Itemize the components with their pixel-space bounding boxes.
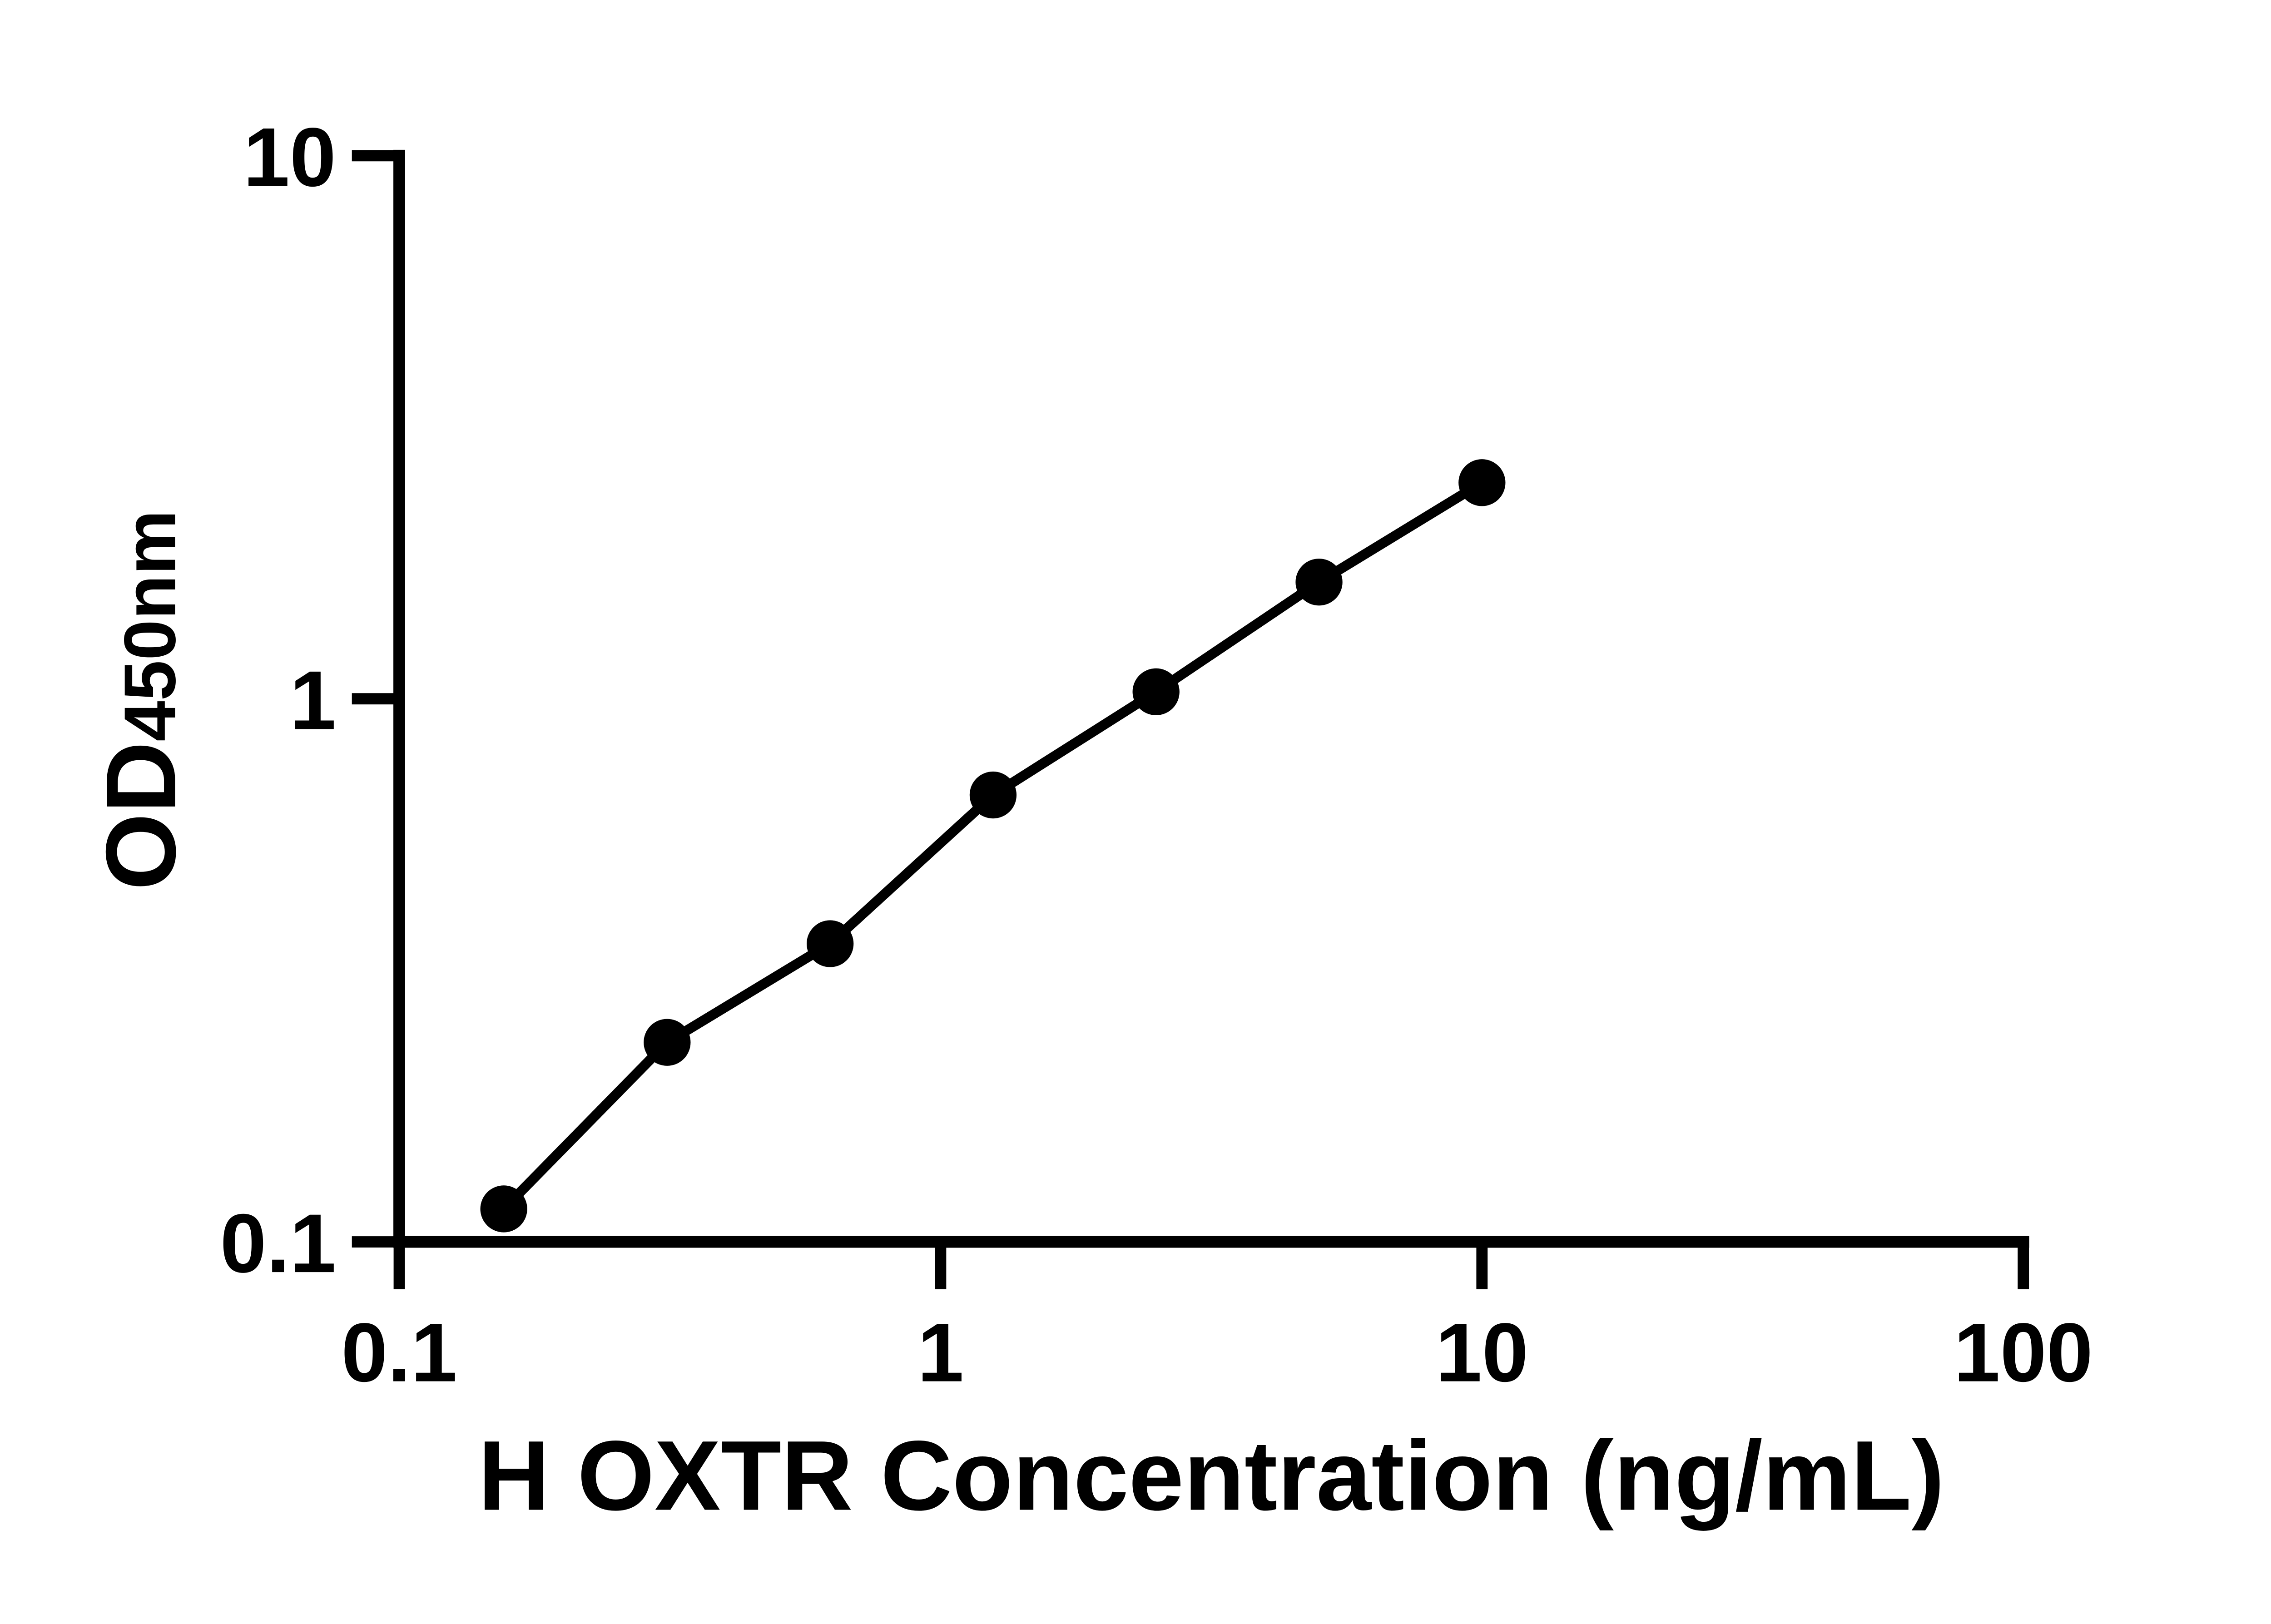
x-tick-label: 1 — [917, 1306, 964, 1399]
y-axis-title: OD450nm — [85, 510, 196, 891]
y-tick-label: 0.1 — [220, 1197, 336, 1290]
data-point — [1132, 668, 1180, 715]
y-axis-title-main: OD — [85, 742, 196, 891]
data-point — [1458, 459, 1506, 506]
data-point — [480, 1185, 527, 1233]
x-tick-label: 100 — [1954, 1306, 2093, 1399]
data-point — [1295, 559, 1343, 606]
y-tick-label: 10 — [243, 110, 336, 203]
data-point — [807, 920, 854, 967]
x-axis-title: H OXTR Concentration (ng/mL) — [478, 1421, 1944, 1531]
x-tick-label: 10 — [1436, 1306, 1528, 1399]
data-point — [644, 1019, 691, 1066]
data-point — [969, 771, 1017, 819]
plot-area: 0.1 1 10 100 0.1 1 10 — [220, 110, 2093, 1399]
y-axis-title-sub: 450nm — [109, 510, 191, 742]
y-tick-label: 1 — [290, 654, 336, 747]
x-tick-label: 0.1 — [341, 1306, 457, 1399]
